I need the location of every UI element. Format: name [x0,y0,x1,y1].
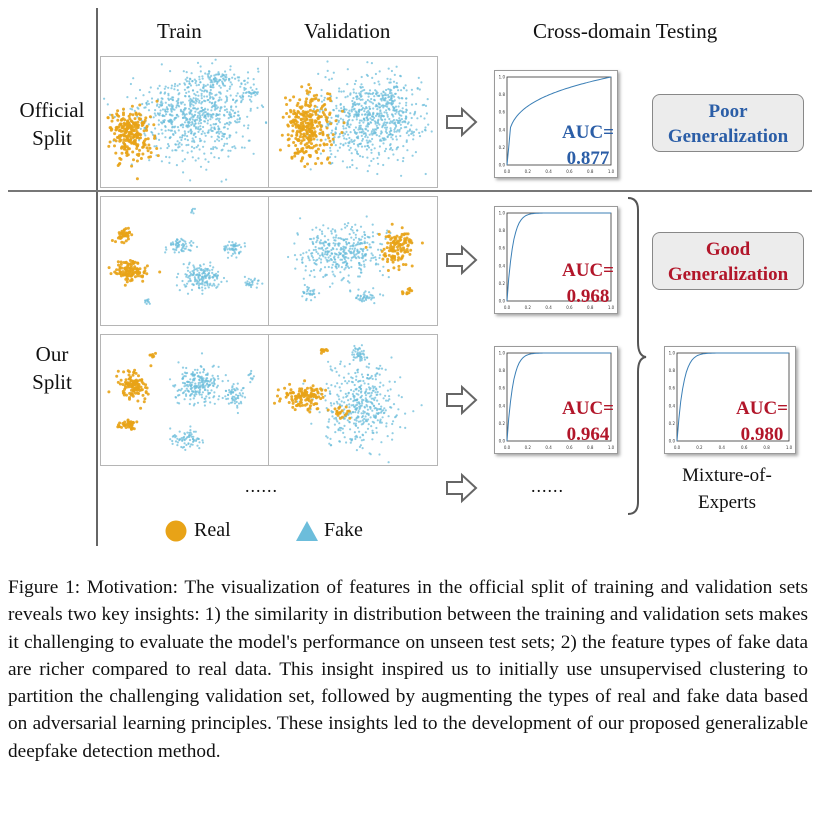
svg-text:0.2: 0.2 [499,281,506,286]
svg-text:0.4: 0.4 [499,263,506,268]
roc-plot-official: 0.0 0.2 0.4 0.6 0.8 1.0 0.0 0.2 0.4 0.6 0.8 1.0 [494,70,618,178]
good-generalization-box: Good Generalization [652,232,804,290]
svg-text:0.2: 0.2 [696,445,703,450]
svg-text:0.6: 0.6 [669,386,676,391]
tsne-official-validation [268,56,438,188]
row-label-ours: Our Split [32,342,72,394]
tsne-ours-validation-1 [268,196,438,326]
poor-generalization-box: Poor Generalization [652,94,804,152]
header-testing: Cross-domain Testing [533,19,718,43]
svg-text:0.6: 0.6 [741,445,748,450]
svg-text:0.4: 0.4 [719,445,726,450]
svg-text:0.6: 0.6 [499,386,506,391]
svg-text:0.2: 0.2 [525,445,532,450]
arrow-right-icon [446,472,478,504]
row-label-official: Official Split [19,98,85,150]
svg-text:1.0: 1.0 [608,305,615,310]
svg-text:1.0: 1.0 [499,211,506,216]
svg-text:1.0: 1.0 [499,75,506,80]
tsne-ours-train-1 [100,196,270,326]
arrow-right-icon [446,106,478,138]
svg-text:0.0: 0.0 [669,439,676,444]
svg-text:0.8: 0.8 [587,305,594,310]
svg-text:0.8: 0.8 [499,228,506,233]
svg-text:0.4: 0.4 [545,445,552,450]
svg-text:0.2: 0.2 [525,169,532,174]
moe-label: Mixture-of- Experts [682,465,772,513]
svg-text:1.0: 1.0 [499,351,506,356]
svg-text:0.8: 0.8 [669,368,676,373]
svg-text:0.4: 0.4 [499,403,506,408]
curly-brace-icon [627,197,647,515]
svg-text:0.8: 0.8 [587,445,594,450]
tsne-ours-validation-2 [268,334,438,466]
svg-text:0.0: 0.0 [499,299,506,304]
svg-text:0.0: 0.0 [499,439,506,444]
legend-real: Real [194,519,231,541]
header-train: Train [157,19,202,43]
tsne-official-train [100,56,270,188]
arrow-right-icon [446,384,478,416]
svg-text:0.0: 0.0 [504,169,511,174]
svg-text:0.6: 0.6 [566,169,573,174]
caption-figure-label: Figure 1: [8,577,81,598]
svg-text:0.0: 0.0 [504,305,511,310]
vertical-divider [96,8,98,546]
roc-plot-ours-1: 0.0 0.2 0.4 0.6 0.8 1.0 0.0 0.2 0.4 0.6 0.8 1.0 [494,206,618,314]
svg-text:0.2: 0.2 [525,305,532,310]
svg-text:0.8: 0.8 [763,445,770,450]
svg-text:0.2: 0.2 [669,421,676,426]
header-validation: Validation [304,19,391,43]
svg-text:0.0: 0.0 [674,445,681,450]
ellipsis-left: ...... [245,476,278,496]
svg-text:0.6: 0.6 [499,110,506,115]
svg-text:1.0: 1.0 [669,351,676,356]
auc-ours-1: AUC= 0.968 [562,260,614,307]
arrow-right-icon [446,244,478,276]
svg-text:0.6: 0.6 [566,305,573,310]
fake-legend-marker-icon [296,521,318,541]
caption-text: Motivation: The visualization of feature… [8,577,808,762]
auc-official: AUC= 0.877 [562,122,614,169]
svg-text:0.8: 0.8 [499,92,506,97]
roc-plot-ours-2: 0.0 0.2 0.4 0.6 0.8 1.0 0.0 0.2 0.4 0.6 0.8 1.0 [494,346,618,454]
svg-text:0.2: 0.2 [499,145,506,150]
svg-text:0.0: 0.0 [499,163,506,168]
auc-moe: AUC= 0.980 [736,398,788,445]
svg-text:0.8: 0.8 [587,169,594,174]
svg-text:0.2: 0.2 [499,421,506,426]
roc-plot-moe: 0.0 0.2 0.4 0.6 0.8 1.0 0.0 0.2 0.4 0.6 0.8 1.0 [664,346,796,454]
auc-ours-2: AUC= 0.964 [562,398,614,445]
horizontal-divider [8,190,812,192]
svg-text:0.8: 0.8 [499,368,506,373]
legend-fake: Fake [324,519,363,541]
real-legend-marker-icon [165,520,187,542]
svg-text:0.6: 0.6 [499,246,506,251]
figure-caption: Figure 1: Motivation: The visualization … [8,574,808,765]
svg-text:1.0: 1.0 [786,445,793,450]
svg-text:1.0: 1.0 [608,445,615,450]
svg-text:0.6: 0.6 [566,445,573,450]
ellipsis-right: ...... [531,476,564,496]
svg-text:0.4: 0.4 [545,305,552,310]
svg-text:0.0: 0.0 [504,445,511,450]
svg-text:0.4: 0.4 [669,403,676,408]
svg-text:1.0: 1.0 [608,169,615,174]
svg-text:0.4: 0.4 [545,169,552,174]
svg-text:0.4: 0.4 [499,127,506,132]
tsne-ours-train-2 [100,334,270,466]
